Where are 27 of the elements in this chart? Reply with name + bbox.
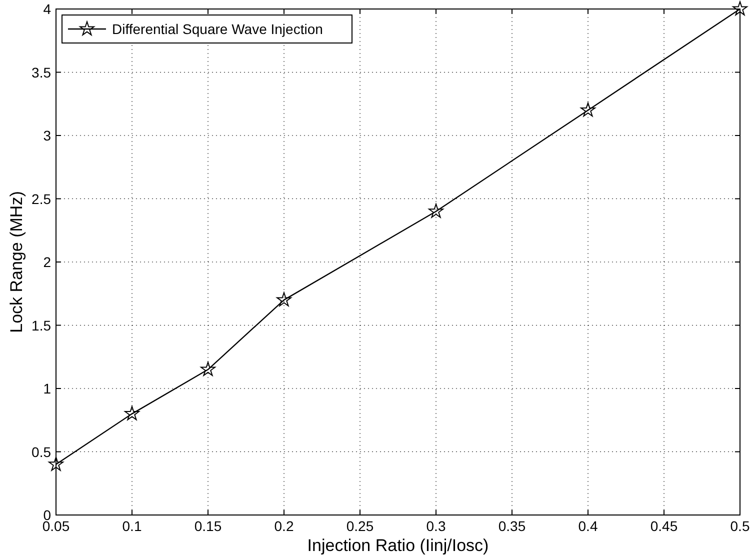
y-tick-label: 0.5	[32, 444, 52, 460]
legend-label: Differential Square Wave Injection	[112, 21, 323, 37]
y-tick-label: 4	[43, 1, 52, 17]
x-tick-label: 0.25	[346, 518, 374, 534]
x-tick-label: 0.1	[122, 518, 142, 534]
y-tick-label: 2.5	[32, 190, 52, 207]
point	[580, 102, 596, 117]
x-tick-label: 0.4	[578, 518, 598, 534]
point	[732, 1, 748, 16]
y-tick-label: 1	[43, 380, 52, 396]
y-tick-label: 3	[43, 128, 52, 144]
x-axis-title: Injection Ratio (Iinj/Iosc)	[307, 536, 489, 555]
point	[124, 406, 140, 420]
point	[48, 456, 64, 471]
y-tick-label: 1.5	[32, 317, 52, 334]
y-axis-title: Lock Range (MHz)	[7, 191, 26, 333]
point	[276, 292, 292, 306]
x-tick-label: 0.3	[426, 518, 446, 534]
x-tick-label: 0.15	[194, 518, 222, 534]
point	[200, 362, 216, 376]
y-tick-label: 3.5	[32, 64, 52, 80]
x-tick-label: 0.45	[650, 518, 678, 534]
point	[428, 204, 444, 218]
x-tick-label: 0.2	[274, 518, 294, 534]
x-tick-label: 0.35	[498, 518, 526, 534]
y-tick-label: 2	[43, 254, 52, 270]
x-tick-label: 0.5	[730, 518, 750, 534]
